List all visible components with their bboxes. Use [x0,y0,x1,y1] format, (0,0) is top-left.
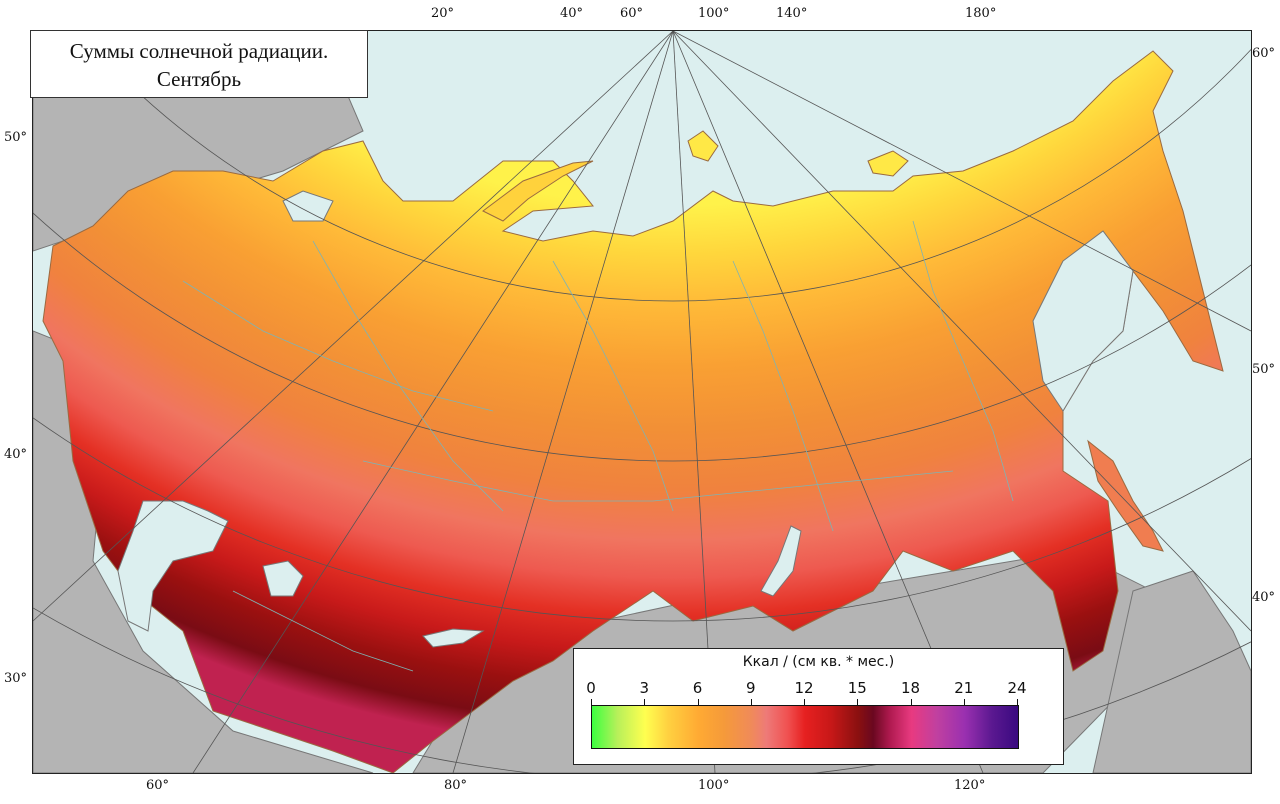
map-title-line2: Сентябрь [156,67,242,91]
sakhalin-island [1087,439,1164,552]
legend-tick-mark [697,699,699,705]
legend-tick-mark [591,699,592,705]
map-title-line1: Суммы солнечной радиации. [69,39,329,63]
white-sea [282,190,334,222]
new-siberian-islands [867,150,909,177]
bottom-lon-label: 100° [698,778,730,793]
aral-sea [262,560,304,597]
legend-tick-label: 15 [847,679,867,697]
novaya-zemlya [482,160,594,222]
legend-tick-label: 6 [692,679,703,697]
legend-tick-label: 0 [586,679,596,697]
legend-tick-mark [804,699,805,705]
legend-tick-label: 12 [794,679,814,697]
legend-tick-mark [963,699,965,705]
bottom-lon-label: 60° [146,778,170,793]
right-lat-label: 50° [1252,362,1276,377]
legend-tick-label: 24 [1007,679,1027,697]
legend-tick-label: 18 [900,679,921,697]
lake-balkhash [422,628,485,648]
legend-tick-mark [750,699,752,705]
legend-tick-label: 3 [639,679,650,697]
bottom-lon-label: 80° [444,778,468,793]
legend-tick-mark [1017,699,1018,705]
left-lat-label: 30° [4,671,28,686]
sea-of-okhotsk [1032,230,1134,412]
legend-tick-label: 21 [954,679,974,697]
legend-tick-label: 9 [745,679,756,697]
map-frame [32,30,1252,774]
legend-tick-mark [857,699,859,705]
top-lon-label: 140° [776,6,808,21]
top-lon-label: 60° [620,6,644,21]
color-scale-legend: Ккал / (см кв. * мес.) 0 3 6 9 12 15 18 21 24 [573,648,1064,765]
top-lon-label: 20° [431,6,455,21]
top-lon-label: 40° [560,6,584,21]
bottom-lon-label: 120° [954,778,986,793]
severnaya-zemlya [687,130,719,162]
caspian-sea [117,500,229,632]
legend-tick-mark [910,699,912,705]
map-title-box: Суммы солнечной радиации. Сентябрь [30,30,368,98]
top-lon-label: 100° [698,6,730,21]
legend-color-bar [591,705,1019,749]
right-lat-label: 40° [1252,590,1276,605]
right-lat-label: 60° [1252,46,1276,61]
left-lat-label: 50° [4,130,28,145]
legend-tick-mark [644,699,646,705]
top-lon-label: 180° [965,6,997,21]
legend-title: Ккал / (см кв. * мес.) [742,654,895,670]
lake-baikal [760,525,802,597]
left-lat-label: 40° [4,447,28,462]
admin-borders [182,220,1014,672]
